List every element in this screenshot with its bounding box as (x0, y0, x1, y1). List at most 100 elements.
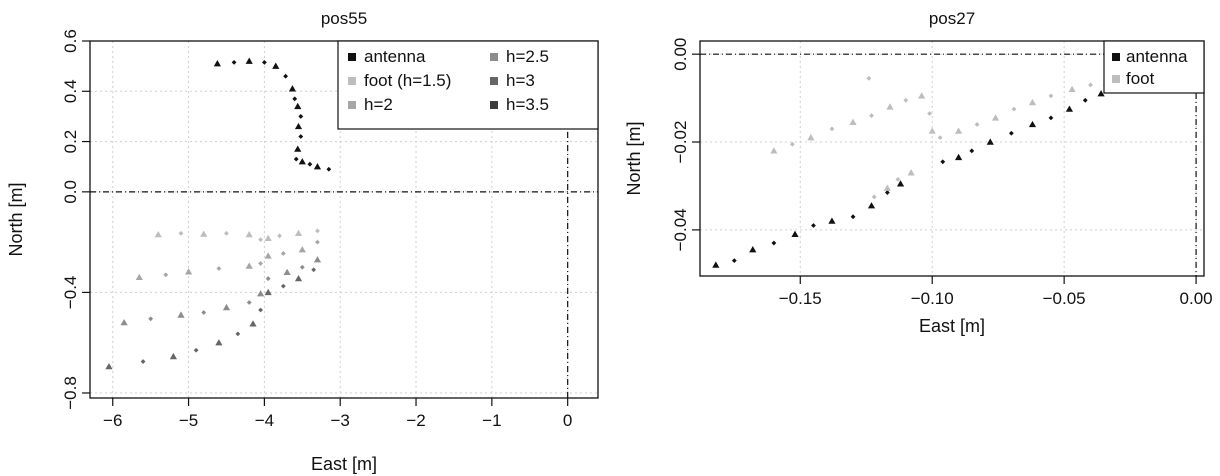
y-axis-label: North [m] (6, 182, 26, 256)
data-point-h-2 (135, 273, 143, 281)
data-point-h-3 (215, 339, 223, 346)
x-tick-label: −5 (179, 411, 198, 430)
data-point-h-2 (184, 268, 193, 275)
x-tick-label: −0.05 (1043, 289, 1086, 308)
data-point-h-2 (298, 246, 306, 253)
data-point-foot (807, 134, 815, 141)
legend-label-antenna: antenna (1126, 47, 1188, 66)
data-point-antenna (245, 57, 253, 64)
data-point-h-2-5 (246, 300, 252, 305)
legend-swatch-antenna (348, 53, 356, 61)
data-point-antenna (326, 166, 332, 172)
panel-pos55: −6 −5 −4 −3 −2 −1 0 −0.8 −0.4 0.0 0.2 0.4 0.6 pos55 Ea… (6, 9, 599, 474)
data-point-foot (937, 135, 943, 141)
data-point-foot-h-1-5 (277, 233, 282, 239)
data-point-foot (974, 122, 980, 127)
data-point-h-2-5 (177, 311, 185, 318)
data-point-foot (789, 141, 795, 147)
data-point-foot (954, 127, 963, 134)
series-h-2-5 (120, 256, 322, 326)
legend-box (1103, 40, 1205, 94)
x-tick-label: −0.15 (779, 289, 822, 308)
legend-swatch-h-2 (348, 101, 356, 109)
data-point-h-2-5 (120, 318, 128, 326)
data-point-antenna (298, 158, 306, 165)
series-antenna (213, 57, 332, 172)
data-point-antenna (1082, 97, 1088, 103)
data-point-h-2-5 (256, 290, 265, 297)
x-axis-label: East [m] (919, 316, 985, 336)
data-point-antenna (307, 161, 313, 167)
data-point-antenna (1065, 105, 1074, 112)
data-point-h-2 (315, 239, 320, 245)
y-tick-label: 0.0 (61, 180, 80, 204)
data-point-antenna (272, 62, 280, 69)
data-point-antenna (298, 134, 304, 139)
data-point-antenna (261, 59, 267, 65)
x-tick-label: 0.00 (1180, 289, 1213, 308)
x-tick-label: −6 (103, 411, 122, 430)
data-point-foot-h-1-5 (264, 234, 272, 242)
data-point-h-2-5 (148, 316, 154, 322)
data-point-antenna (294, 122, 303, 130)
data-point-foot-h-1-5 (258, 237, 263, 243)
data-point-h-3 (294, 274, 303, 282)
data-point-antenna (231, 59, 237, 65)
y-tick-label: 0.2 (61, 130, 80, 154)
series-h-2 (135, 239, 320, 281)
legend-label-h-2-5: h=2.5 (506, 47, 549, 66)
data-point-h-2-5 (222, 303, 231, 311)
data-point-h-3 (193, 347, 199, 353)
data-point-h-3 (280, 283, 286, 289)
data-point-antenna (896, 180, 905, 187)
legend-label-foot-h-1-5: foot (h=1.5) (364, 71, 451, 90)
data-point-foot (991, 114, 1000, 121)
data-point-h-2-5 (299, 264, 305, 270)
data-point-foot (849, 118, 857, 125)
series-antenna (712, 86, 1120, 268)
data-point-h-3 (140, 359, 146, 364)
data-point-h-3 (311, 267, 317, 273)
x-tick-label: −3 (331, 411, 350, 430)
data-point-antenna (313, 163, 322, 170)
data-point-foot (1028, 98, 1037, 106)
data-point-h-3 (105, 362, 113, 370)
y-tick-label: 0.6 (61, 29, 80, 53)
data-point-h-3 (249, 320, 257, 327)
data-point-foot (770, 147, 778, 154)
legend-label-h-2: h=2 (364, 95, 393, 114)
data-point-h-2 (280, 251, 286, 256)
data-point-foot (886, 103, 894, 110)
data-point-antenna (294, 145, 302, 152)
data-point-foot (866, 75, 872, 81)
series-foot-h-1-5 (154, 228, 320, 243)
data-point-antenna (294, 102, 302, 110)
data-point-antenna (283, 73, 289, 79)
data-point-antenna (811, 223, 816, 228)
data-point-antenna (749, 246, 757, 253)
data-point-antenna (1028, 120, 1037, 128)
y-tick-label: −0.4 (61, 276, 80, 310)
data-point-h-2-5 (265, 276, 271, 281)
x-tick-label: −0.10 (911, 289, 954, 308)
data-point-antenna (213, 60, 221, 67)
data-point-h-3 (235, 331, 241, 337)
series-h-3 (105, 267, 317, 370)
legend: antenna foot (1103, 40, 1205, 94)
data-point-foot-h-1-5 (294, 229, 303, 237)
data-point-foot (1048, 93, 1054, 99)
data-point-foot-h-1-5 (315, 228, 320, 234)
chart-title: pos55 (321, 9, 367, 28)
data-point-foot-h-1-5 (224, 230, 229, 236)
data-point-antenna (712, 261, 720, 268)
series-foot (770, 75, 1110, 200)
plot-frame (699, 40, 1205, 277)
data-point-foot-h-1-5 (178, 230, 184, 236)
data-point-h-2 (216, 266, 222, 271)
data-point-foot-h-1-5 (154, 230, 162, 238)
y-tick-label: 0.00 (671, 38, 690, 71)
data-point-antenna (771, 240, 777, 246)
data-point-foot (871, 194, 877, 200)
y-tick-label: −0.04 (671, 208, 690, 251)
